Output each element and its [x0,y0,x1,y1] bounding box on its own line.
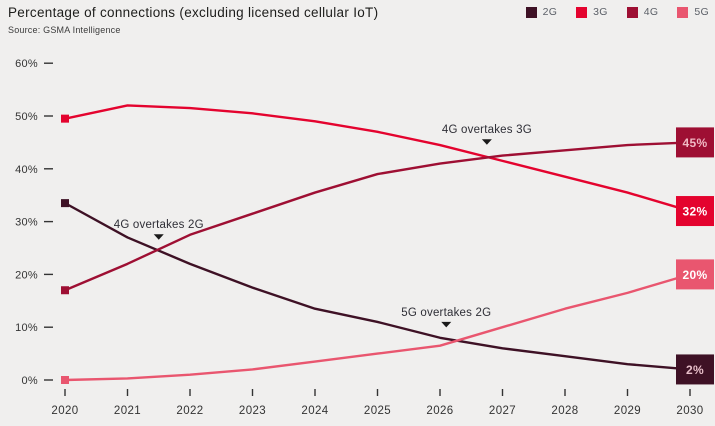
legend-swatch-icon [525,6,537,18]
y-axis-label: 60% [15,58,38,70]
chart-title: Percentage of connections (excluding lic… [8,5,379,20]
x-axis-label: 2029 [614,405,641,417]
y-axis-label: 0% [22,375,39,387]
legend-item-label: 3G [593,6,608,18]
x-axis-label: 2026 [426,405,453,417]
legend-item-4g: 4G [626,6,659,18]
legend-item-label: 2G [542,6,558,18]
series-start-marker-5g [61,376,69,384]
x-axis-label: 2028 [551,405,578,417]
end-label-box-2g [676,354,714,385]
y-axis-label: 40% [15,164,38,176]
legend: 2G 3G 4G 5G [525,6,709,18]
annotation-triangle-icon [441,321,452,328]
y-axis-label: 50% [15,111,38,123]
legend-swatch-icon [576,6,588,18]
end-label-box-5g [676,259,714,290]
x-axis-label: 2024 [301,405,328,417]
end-label-3g: 32% [683,205,708,219]
x-axis-label: 2027 [489,405,516,417]
x-axis-label: 2025 [364,405,391,417]
series-start-marker-4g [61,286,69,295]
series-line-5g [63,273,692,382]
annotation-text-2: 5G overtakes 2G [401,307,491,319]
series-line-3g [63,104,692,213]
legend-item-2g: 2G [525,6,558,18]
series-line-2g [63,201,692,371]
legend-item-3g: 3G [576,6,608,18]
annotation-text-0: 4G overtakes 2G [114,219,204,231]
chart-header: Percentage of connections (excluding lic… [8,5,378,35]
end-label-box-3g [676,196,714,227]
end-label-2g: 2% [686,363,704,377]
legend-item-label: 4G [643,6,659,18]
series-start-marker-2g [61,199,69,208]
end-label-4g: 45% [683,136,708,150]
annotation-triangle-icon [153,234,164,240]
legend-item-label: 5G [694,6,709,18]
x-axis-label: 2022 [176,405,203,417]
x-axis-label: 2023 [239,405,266,417]
legend-item-5g: 5G [677,6,709,18]
y-axis-label: 20% [15,269,38,281]
x-axis-label: 2020 [51,405,78,417]
annotation-triangle-icon [481,139,492,145]
x-axis-label: 2030 [676,405,703,417]
annotation-text-1: 4G overtakes 3G [442,124,532,136]
chart-source: Source: GSMA Intelligence [8,25,121,35]
series-start-marker-3g [61,114,69,123]
legend-swatch-icon [626,6,638,18]
x-axis-label: 2021 [114,405,141,417]
end-label-5g: 20% [683,268,708,282]
legend-swatch-icon [677,6,689,18]
y-axis-label: 10% [15,322,38,334]
end-label-box-4g [676,127,714,158]
series-line-4g [63,141,692,292]
y-axis-label: 30% [15,217,38,229]
